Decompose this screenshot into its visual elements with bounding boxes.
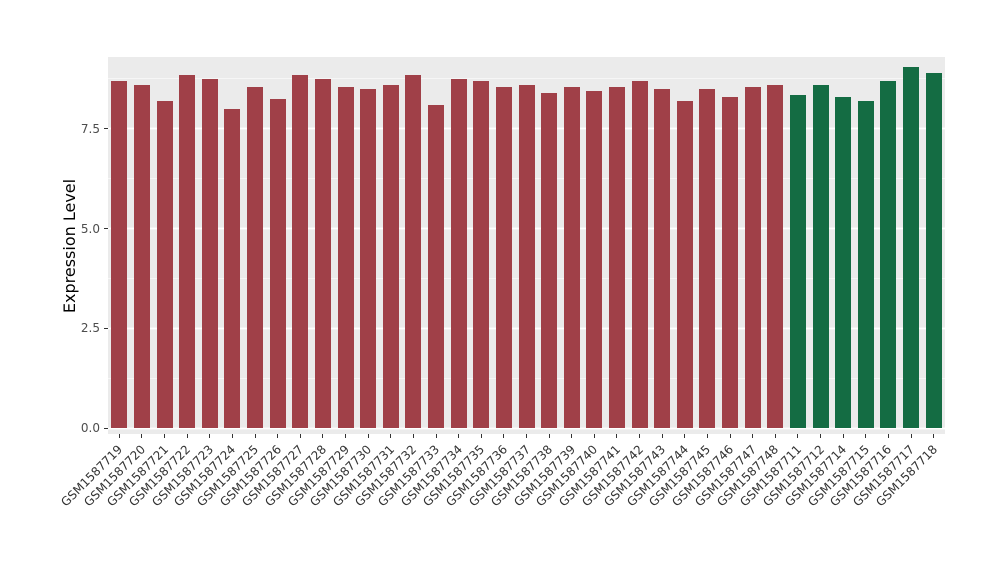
bar: [744, 86, 761, 428]
bar: [405, 74, 422, 428]
bar: [722, 96, 739, 428]
bar: [133, 84, 150, 428]
bar: [247, 86, 264, 428]
bar: [903, 66, 920, 428]
x-tick-mark: [412, 434, 414, 438]
x-tick-mark: [571, 434, 573, 438]
x-tick-mark: [118, 434, 120, 438]
x-tick-mark: [299, 434, 301, 438]
bar: [563, 86, 580, 428]
x-tick-mark: [480, 434, 482, 438]
x-tick-mark: [706, 434, 708, 438]
bar: [473, 80, 490, 428]
bar: [631, 80, 648, 428]
bar: [269, 98, 286, 428]
x-tick-mark: [231, 434, 233, 438]
bar: [608, 86, 625, 428]
x-tick-mark: [141, 434, 143, 438]
bar: [360, 88, 377, 428]
bar: [925, 72, 942, 428]
x-tick-mark: [842, 434, 844, 438]
x-tick-mark: [910, 434, 912, 438]
bar: [179, 74, 196, 428]
x-tick-mark: [752, 434, 754, 438]
plot-panel: [108, 57, 945, 434]
x-tick-mark: [729, 434, 731, 438]
bar: [880, 80, 897, 428]
x-tick-mark: [548, 434, 550, 438]
x-tick-mark: [887, 434, 889, 438]
bar: [156, 100, 173, 428]
bar: [654, 88, 671, 428]
x-tick-mark: [254, 434, 256, 438]
x-tick-mark: [797, 434, 799, 438]
x-tick-mark: [390, 434, 392, 438]
x-tick-mark: [367, 434, 369, 438]
x-tick-mark: [593, 434, 595, 438]
x-tick-mark: [933, 434, 935, 438]
x-tick-mark: [661, 434, 663, 438]
x-tick-mark: [865, 434, 867, 438]
y-tick-mark: [104, 427, 108, 429]
x-tick-mark: [639, 434, 641, 438]
x-tick-mark: [345, 434, 347, 438]
bar: [857, 100, 874, 428]
bar: [586, 90, 603, 428]
bar: [789, 94, 806, 428]
bar: [518, 84, 535, 428]
bar: [314, 78, 331, 428]
y-tick-label: 0.0: [80, 421, 100, 435]
bar: [428, 104, 444, 428]
x-tick-mark: [186, 434, 188, 438]
bar: [201, 78, 218, 428]
y-tick-label: 5.0: [80, 221, 100, 236]
bar: [767, 84, 784, 428]
bar: [835, 96, 852, 428]
x-tick-mark: [774, 434, 776, 438]
x-tick-mark: [209, 434, 211, 438]
bar: [337, 86, 354, 428]
x-tick-mark: [684, 434, 686, 438]
y-tick-mark: [104, 128, 108, 130]
bar: [224, 108, 241, 428]
x-tick-mark: [616, 434, 618, 438]
bar: [812, 84, 829, 428]
minor-gridline: [108, 78, 945, 80]
bar: [111, 80, 128, 428]
x-tick-mark: [526, 434, 527, 438]
x-tick-mark: [435, 434, 437, 438]
bar: [292, 74, 309, 428]
x-tick-mark: [322, 434, 324, 438]
bar: [450, 78, 467, 428]
y-tick-label: 2.5: [80, 321, 100, 336]
x-tick-mark: [277, 434, 279, 438]
major-gridline: [108, 427, 945, 429]
x-tick-mark: [164, 434, 166, 438]
x-tick-mark: [820, 434, 822, 438]
bar: [382, 84, 399, 428]
bar: [495, 86, 512, 428]
bar: [541, 92, 558, 428]
x-tick-mark: [458, 434, 460, 438]
y-tick-label: 7.5: [80, 121, 100, 136]
bar: [699, 88, 716, 428]
bar: [676, 100, 693, 428]
y-tick-mark: [104, 228, 108, 230]
y-tick-mark: [104, 327, 108, 329]
x-tick-mark: [503, 434, 505, 438]
